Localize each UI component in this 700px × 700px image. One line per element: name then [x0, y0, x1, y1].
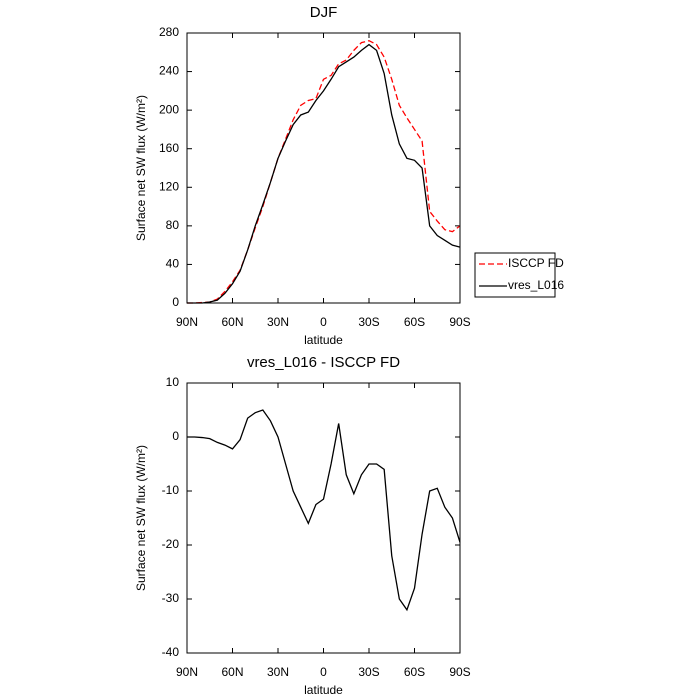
x-tick-label: 90N	[176, 665, 198, 679]
y-tick-label: -20	[162, 537, 180, 551]
x-tick-label: 60N	[221, 665, 243, 679]
x-axis-label: latitude	[304, 333, 343, 347]
legend-box	[474, 252, 556, 298]
legend-label: vres_L016	[508, 278, 564, 292]
x-tick-label: 30S	[358, 315, 379, 329]
y-tick-label: 200	[159, 102, 179, 116]
x-tick-label: 60S	[404, 665, 425, 679]
y-tick-label: 120	[159, 179, 179, 193]
x-tick-label: 0	[320, 665, 327, 679]
y-axis-label: Surface net SW flux (W/m²)	[134, 95, 148, 241]
chart-title: DJF	[310, 4, 338, 21]
y-tick-label: 10	[166, 375, 180, 389]
x-tick-label: 90S	[449, 665, 470, 679]
y-tick-label: -10	[162, 483, 180, 497]
y-tick-label: 40	[166, 257, 180, 271]
y-tick-label: 280	[159, 25, 179, 39]
y-tick-label: 240	[159, 64, 179, 78]
y-tick-label: -30	[162, 591, 180, 605]
x-tick-label: 30S	[358, 665, 379, 679]
y-tick-label: 80	[166, 218, 180, 232]
plot-frame	[186, 32, 461, 304]
data-line	[187, 40, 461, 304]
data-line	[187, 43, 461, 304]
y-tick-label: 160	[159, 141, 179, 155]
x-tick-label: 60S	[404, 315, 425, 329]
y-axis-label: Surface net SW flux (W/m²)	[134, 445, 148, 591]
x-tick-label: 0	[320, 315, 327, 329]
x-tick-label: 30N	[267, 665, 289, 679]
y-tick-label: -40	[162, 645, 180, 659]
x-tick-label: 90S	[449, 315, 470, 329]
y-tick-label: 0	[172, 295, 179, 309]
plot-frame	[186, 382, 461, 654]
x-axis-label: latitude	[304, 683, 343, 697]
data-line	[187, 409, 461, 612]
x-tick-label: 60N	[221, 315, 243, 329]
x-tick-label: 30N	[267, 315, 289, 329]
chart-title: vres_L016 - ISCCP FD	[247, 354, 400, 371]
legend-label: ISCCP FD	[508, 256, 564, 270]
y-tick-label: 0	[172, 429, 179, 443]
x-tick-label: 90N	[176, 315, 198, 329]
